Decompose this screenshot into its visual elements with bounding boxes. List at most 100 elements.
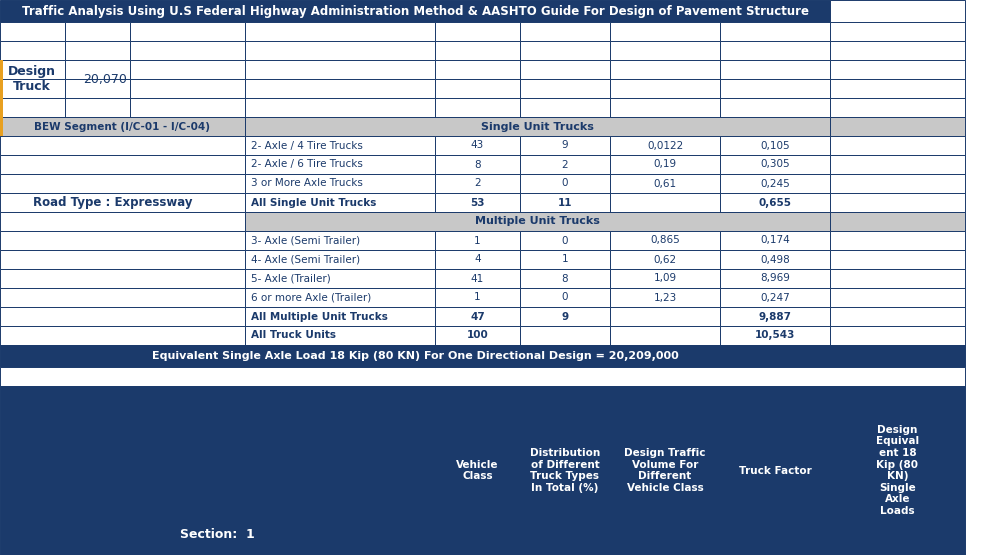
Text: All Single Unit Trucks: All Single Unit Trucks xyxy=(251,198,376,208)
Bar xyxy=(0,250,245,269)
Text: 11: 11 xyxy=(558,198,572,208)
Text: Single Unit Trucks: Single Unit Trucks xyxy=(481,122,594,132)
Bar xyxy=(610,326,720,345)
Bar xyxy=(245,22,435,41)
Bar xyxy=(720,41,830,60)
Bar xyxy=(720,326,830,345)
Bar xyxy=(520,79,610,98)
Bar xyxy=(435,193,520,212)
Bar xyxy=(0,231,245,250)
Bar xyxy=(0,0,830,22)
Bar xyxy=(0,326,245,345)
Text: 4: 4 xyxy=(474,255,481,265)
Text: BEW Segment (I/C-01 - I/C-04): BEW Segment (I/C-01 - I/C-04) xyxy=(34,122,211,132)
Text: 53: 53 xyxy=(470,198,485,208)
Text: 20,070: 20,070 xyxy=(83,73,127,85)
Text: 10,543: 10,543 xyxy=(755,330,795,341)
Bar xyxy=(830,250,965,269)
Bar xyxy=(610,22,720,41)
Bar xyxy=(520,269,610,288)
Bar xyxy=(65,22,130,41)
Bar xyxy=(610,98,720,117)
Bar xyxy=(520,60,610,79)
Bar xyxy=(830,231,965,250)
Bar xyxy=(0,288,245,307)
Text: 0: 0 xyxy=(561,292,568,302)
Bar xyxy=(130,98,245,117)
Text: 0,247: 0,247 xyxy=(760,292,790,302)
Text: 2- Axle / 4 Tire Trucks: 2- Axle / 4 Tire Trucks xyxy=(251,140,362,150)
Bar xyxy=(520,326,610,345)
Text: 0,655: 0,655 xyxy=(758,198,792,208)
Bar xyxy=(245,250,435,269)
Text: 0,0122: 0,0122 xyxy=(647,140,684,150)
Bar xyxy=(720,155,830,174)
Bar xyxy=(610,307,720,326)
Bar xyxy=(610,288,720,307)
Text: Vehicle
Class: Vehicle Class xyxy=(456,460,498,481)
Bar xyxy=(65,98,130,117)
Bar xyxy=(830,288,965,307)
Text: 8,969: 8,969 xyxy=(760,274,790,284)
Bar xyxy=(830,0,965,22)
Bar xyxy=(520,98,610,117)
Bar xyxy=(720,22,830,41)
Bar xyxy=(0,22,65,41)
Text: 0: 0 xyxy=(561,179,568,189)
Text: Distribution
of Different
Truck Types
In Total (%): Distribution of Different Truck Types In… xyxy=(530,448,600,493)
Bar xyxy=(0,136,245,155)
Bar xyxy=(0,79,65,98)
Text: 0,305: 0,305 xyxy=(760,159,790,169)
Bar xyxy=(830,193,965,212)
Text: Design
Truck: Design Truck xyxy=(8,65,56,93)
Text: 8: 8 xyxy=(474,159,481,169)
Bar xyxy=(720,250,830,269)
Text: 0,865: 0,865 xyxy=(650,235,680,245)
Bar xyxy=(245,98,435,117)
Bar xyxy=(720,174,830,193)
Text: Traffic Analysis Using U.S Federal Highway Administration Method & AASHTO Guide : Traffic Analysis Using U.S Federal Highw… xyxy=(22,4,809,18)
Text: 43: 43 xyxy=(471,140,484,150)
Bar xyxy=(0,117,245,136)
Bar xyxy=(435,155,520,174)
Text: 47: 47 xyxy=(470,311,485,321)
Bar xyxy=(610,79,720,98)
Bar xyxy=(830,326,965,345)
Bar xyxy=(130,60,245,79)
Bar xyxy=(245,288,435,307)
Bar xyxy=(520,386,610,555)
Bar xyxy=(830,79,965,98)
Bar xyxy=(130,79,245,98)
Bar xyxy=(830,212,965,231)
Bar xyxy=(830,386,965,555)
Bar xyxy=(0,60,3,136)
Bar xyxy=(610,41,720,60)
Bar xyxy=(610,193,720,212)
Text: 1,23: 1,23 xyxy=(653,292,677,302)
Bar xyxy=(520,288,610,307)
Bar xyxy=(435,307,520,326)
Bar xyxy=(610,155,720,174)
Bar xyxy=(520,136,610,155)
Bar xyxy=(610,269,720,288)
Bar xyxy=(0,386,435,555)
Bar xyxy=(520,250,610,269)
Text: 9,887: 9,887 xyxy=(758,311,792,321)
Bar xyxy=(720,60,830,79)
Bar xyxy=(245,231,435,250)
Text: All Multiple Unit Trucks: All Multiple Unit Trucks xyxy=(251,311,388,321)
Bar xyxy=(0,212,245,231)
Text: Equivalent Single Axle Load 18 Kip (80 KN) For One Directional Design = 20,209,0: Equivalent Single Axle Load 18 Kip (80 K… xyxy=(152,351,679,361)
Bar xyxy=(520,22,610,41)
Bar xyxy=(130,22,245,41)
Bar xyxy=(0,269,245,288)
Text: 100: 100 xyxy=(467,330,489,341)
Bar xyxy=(520,193,610,212)
Text: 0,174: 0,174 xyxy=(760,235,790,245)
Bar xyxy=(610,231,720,250)
Bar xyxy=(245,269,435,288)
Text: 1,09: 1,09 xyxy=(653,274,677,284)
Bar xyxy=(610,136,720,155)
Bar xyxy=(830,155,965,174)
Bar xyxy=(0,193,245,212)
